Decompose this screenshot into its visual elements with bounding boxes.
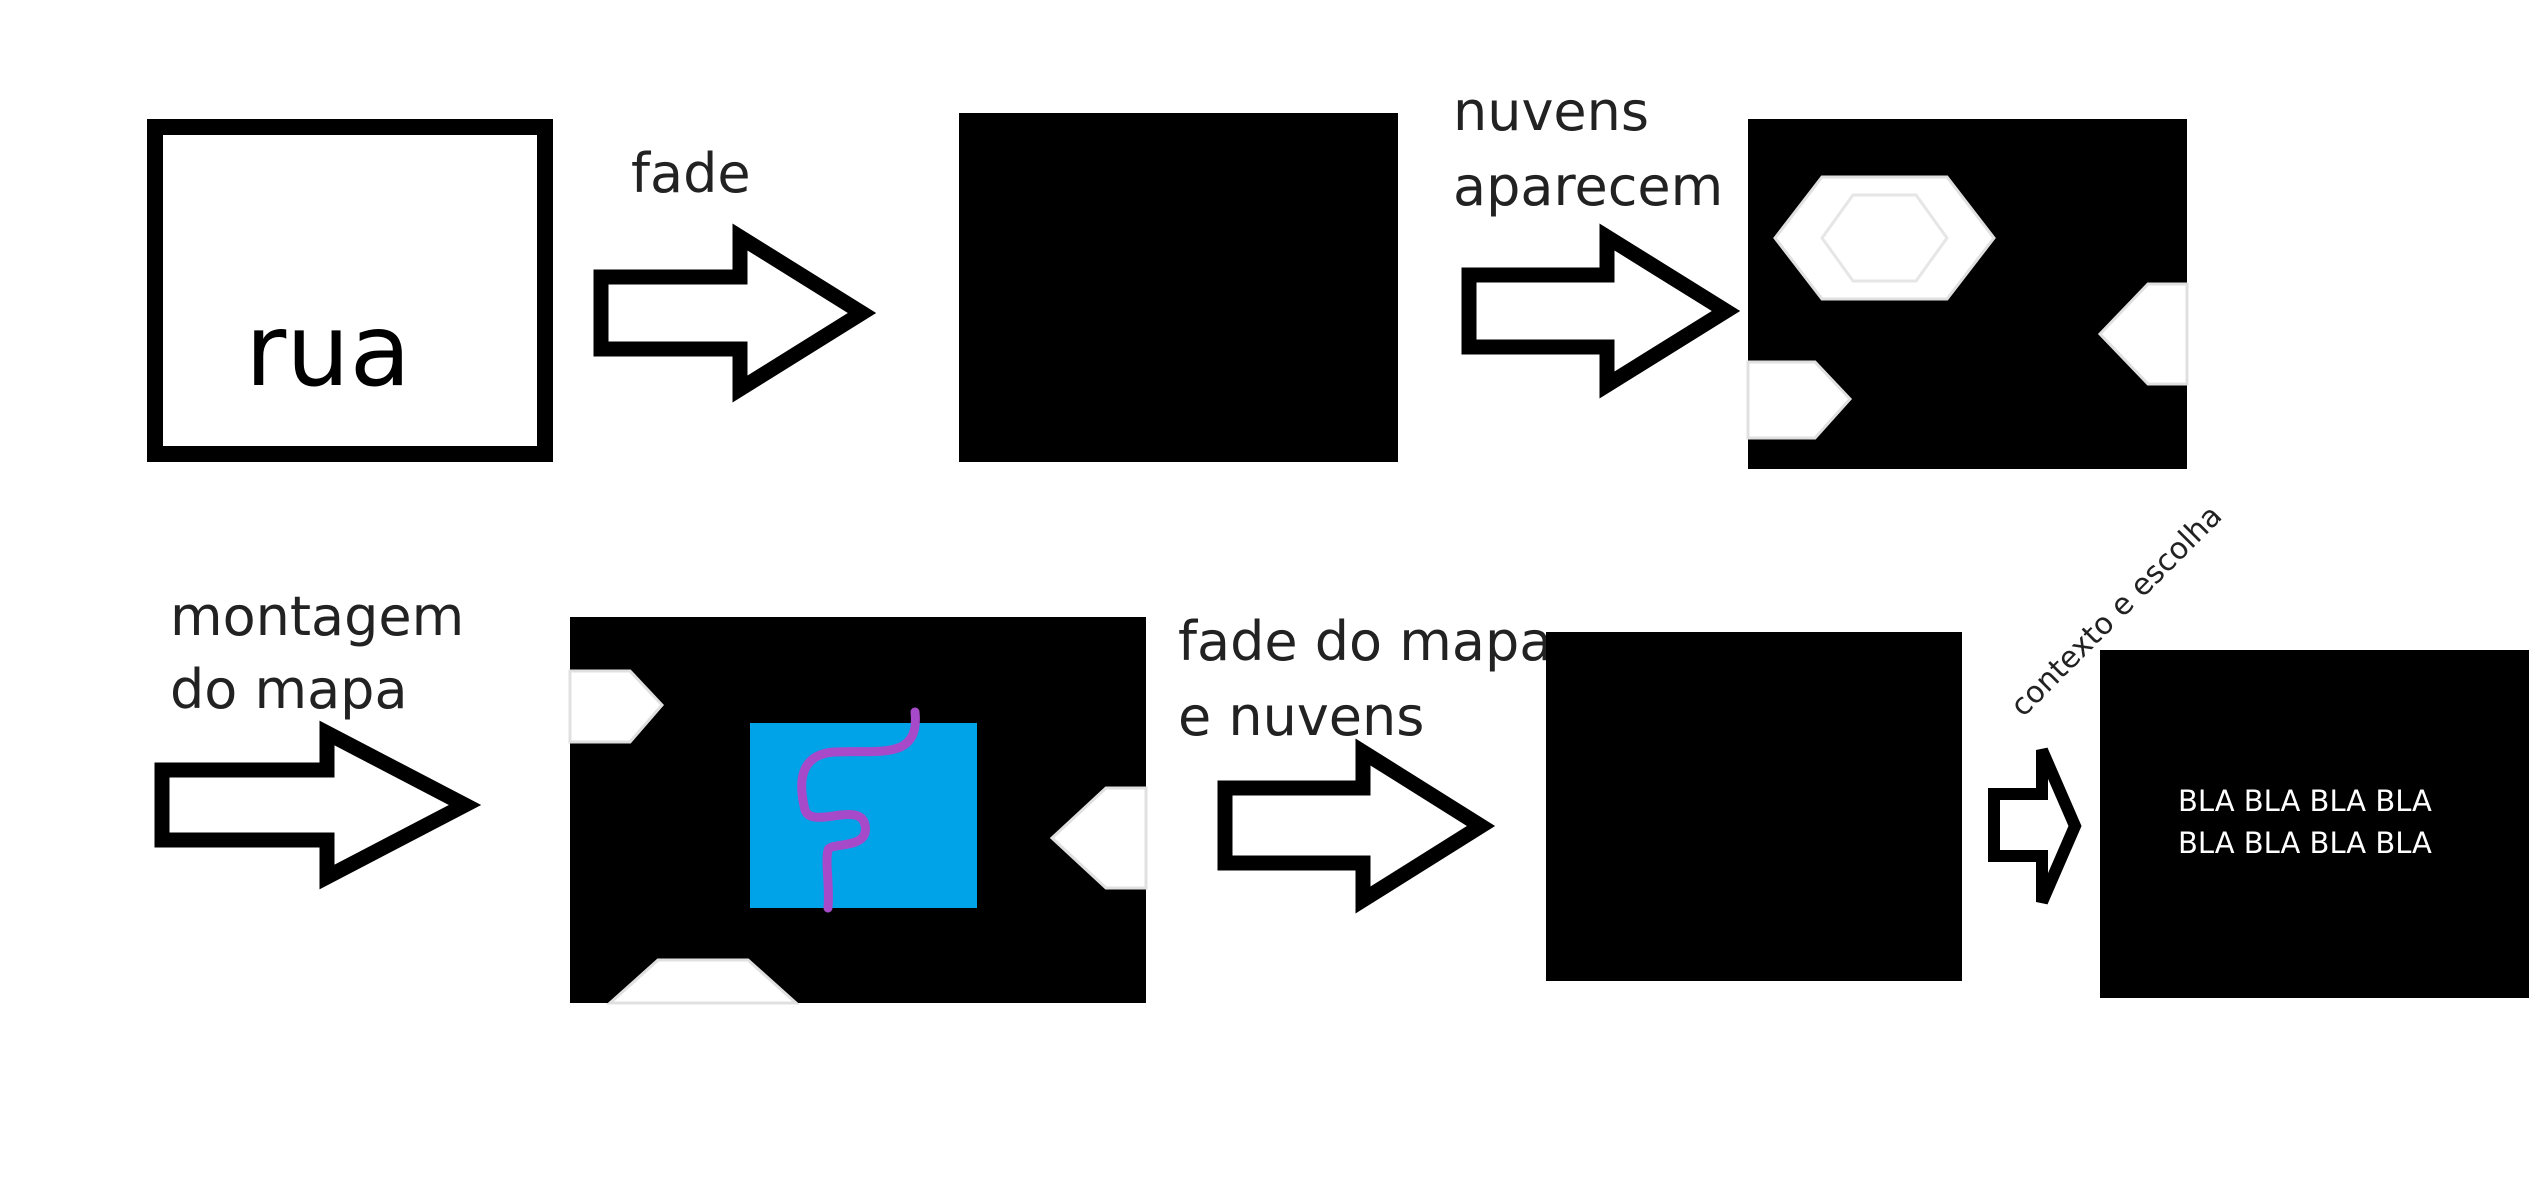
cloud-1-inner: [1820, 193, 1949, 283]
transition-clouds-appear-line2: aparecem: [1453, 155, 1723, 218]
arrow-context-choice: [1988, 747, 2082, 905]
context-text-line2: BLA BLA BLA BLA: [2178, 826, 2432, 860]
cloud-3: [1746, 360, 1853, 440]
transition-map-assembly: montagem do mapa: [154, 585, 482, 890]
transition-map-clouds-fade-line1: fade do mapa: [1178, 610, 1552, 673]
frame-black-1: [959, 113, 1398, 462]
transition-clouds-appear: nuvens aparecem: [1453, 80, 1741, 399]
cloud-2: [2097, 282, 2189, 386]
arrow-map-assembly: [154, 720, 482, 890]
context-text-line1: BLA BLA BLA BLA: [2178, 784, 2432, 818]
transition-map-clouds-fade: fade do mapa e nuvens: [1178, 610, 1552, 914]
frame-black-2: [1546, 632, 1962, 981]
transition-clouds-appear-line1: nuvens: [1453, 80, 1649, 143]
map-cloud-1: [568, 669, 665, 744]
transition-fade: fade: [593, 142, 877, 403]
frame-context: BLA BLA BLA BLA BLA BLA BLA BLA: [2100, 650, 2529, 998]
street-label: rua: [245, 292, 411, 409]
cloud-1: [1773, 175, 1996, 301]
arrow-clouds-appear: [1461, 223, 1741, 399]
frame-street-box: [147, 119, 553, 462]
transition-fade-label: fade: [631, 142, 751, 205]
frame-street: rua: [147, 119, 553, 462]
frame-map: [568, 617, 1148, 1005]
map-cloud-2: [1049, 786, 1148, 890]
transition-map-assembly-line2: do mapa: [170, 658, 408, 721]
arrow-fade: [593, 223, 877, 403]
transition-map-clouds-fade-line2: e nuvens: [1178, 685, 1424, 748]
frame-clouds: [1746, 119, 2189, 469]
transition-map-assembly-line1: montagem: [170, 585, 464, 648]
map-route: [797, 707, 920, 913]
map-cloud-3: [606, 958, 800, 1005]
arrow-map-clouds-fade: [1217, 738, 1496, 914]
frame-context-box: [2100, 650, 2529, 998]
